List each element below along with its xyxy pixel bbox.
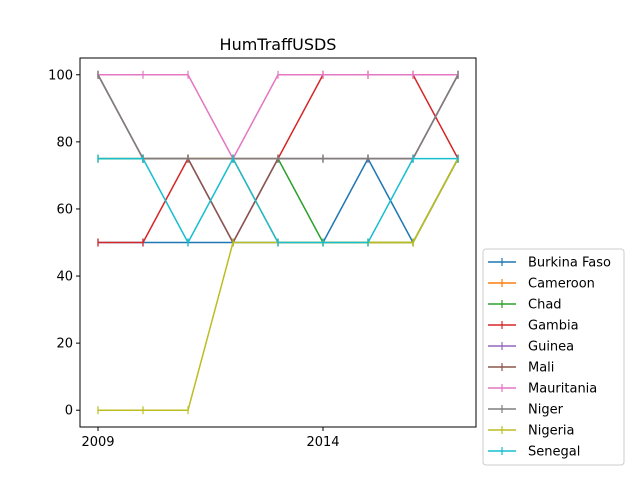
legend-item: Senegal — [488, 445, 580, 460]
legend-item: Mali — [488, 361, 554, 376]
legend-label: Nigeria — [528, 424, 575, 439]
legend-label: Cameroon — [528, 277, 595, 292]
x-tick-label: 2014 — [306, 435, 339, 450]
axes-layer: 0 20 40 60 80 100 2009 2014 — [48, 57, 477, 450]
y-tick-label: 0 — [65, 404, 73, 419]
legend-label: Mauritania — [528, 382, 597, 397]
y-tick-label: 80 — [56, 135, 73, 150]
y-tick-label: 100 — [48, 68, 73, 83]
chart-title: HumTraffUSDS — [220, 35, 337, 54]
legend-label: Gambia — [528, 319, 579, 334]
series-layer — [97, 70, 459, 415]
legend-box — [482, 248, 625, 466]
legend-item: Cameroon — [488, 277, 595, 292]
legend-label: Chad — [528, 298, 562, 313]
legend-label: Niger — [528, 403, 564, 418]
legend-item: Burkina Faso — [488, 256, 611, 271]
legend-label: Senegal — [528, 445, 580, 460]
y-tick-label: 60 — [56, 202, 73, 217]
legend: Burkina Faso Cameroon Chad Gambia Guinea Mali… — [482, 248, 625, 466]
series-senegal — [97, 154, 459, 247]
legend-label: Mali — [528, 361, 554, 376]
legend-item: Gambia — [488, 319, 579, 334]
legend-item: Niger — [488, 403, 564, 418]
legend-label: Burkina Faso — [528, 256, 611, 271]
plot-frame — [79, 57, 477, 428]
x-tick-label: 2009 — [81, 435, 114, 450]
legend-label: Guinea — [528, 340, 574, 355]
y-tick-label: 40 — [56, 270, 73, 285]
legend-item: Nigeria — [488, 424, 575, 439]
legend-item: Mauritania — [488, 382, 597, 397]
legend-item: Guinea — [488, 340, 574, 355]
y-tick-label: 20 — [56, 337, 73, 352]
legend-item: Chad — [488, 298, 562, 313]
